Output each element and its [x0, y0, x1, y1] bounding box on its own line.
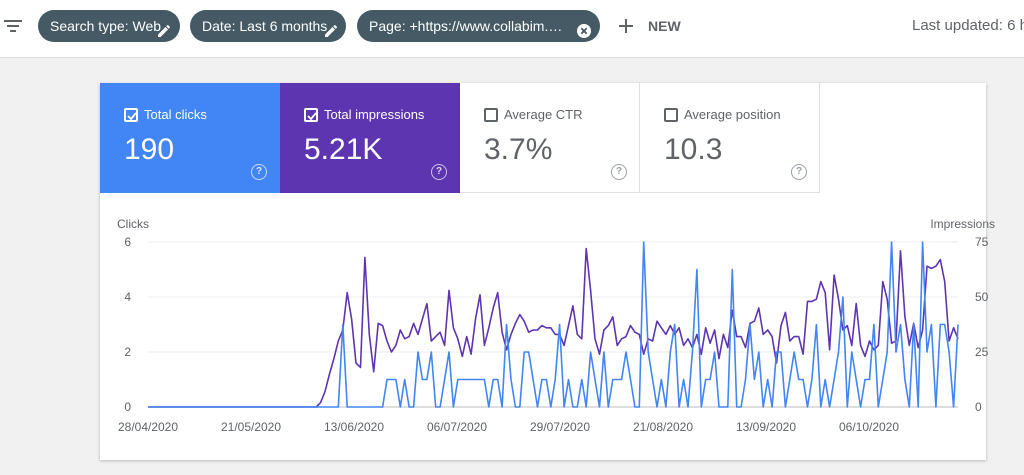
- metric-total-clicks[interactable]: Total clicks 190 ?: [100, 83, 280, 193]
- right-tick-label: 75: [975, 235, 989, 249]
- edit-pencil-icon[interactable]: [156, 18, 172, 37]
- x-tick-label: 13/06/2020: [324, 420, 384, 434]
- last-updated-text: Last updated: 6 h: [912, 17, 1024, 34]
- left-tick-label: 4: [124, 290, 131, 304]
- left-tick-label: 6: [124, 235, 131, 249]
- plus-icon: [619, 19, 633, 33]
- help-icon[interactable]: ?: [431, 164, 447, 180]
- metric-average-position[interactable]: Average position 10.3 ?: [640, 83, 820, 193]
- checkbox-unchecked-icon[interactable]: [484, 108, 498, 122]
- filter-list-icon[interactable]: [4, 17, 22, 35]
- filter-chip-page[interactable]: Page: +https://www.collabim.cz/...: [357, 10, 600, 42]
- metric-label: Average CTR: [504, 107, 583, 122]
- chip-label: Date: Last 6 months: [202, 18, 328, 34]
- left-tick-label: 0: [124, 400, 131, 414]
- left-axis-title: Clicks: [117, 217, 149, 231]
- right-tick-label: 25: [975, 345, 989, 359]
- remove-circle-icon[interactable]: [576, 18, 592, 38]
- x-tick-label: 13/09/2020: [736, 420, 796, 434]
- help-icon[interactable]: ?: [251, 164, 267, 180]
- checkbox-unchecked-icon[interactable]: [664, 108, 678, 122]
- metric-label: Total impressions: [324, 107, 425, 122]
- checkbox-checked-icon[interactable]: [304, 108, 318, 122]
- metric-value: 5.21K: [304, 133, 383, 166]
- x-tick-label: 21/05/2020: [221, 420, 281, 434]
- metric-value: 190: [124, 133, 175, 166]
- metric-value: 3.7%: [484, 133, 553, 166]
- x-tick-label: 06/07/2020: [427, 420, 487, 434]
- metric-value: 10.3: [664, 133, 723, 166]
- performance-chart: Clicks Impressions 0 2 4 6 0 25 50 75 28/04/2020 21…: [117, 217, 995, 434]
- x-tick-label: 29/07/2020: [530, 420, 590, 434]
- edit-pencil-icon[interactable]: [323, 18, 339, 37]
- chip-label: Search type: Web: [50, 18, 162, 34]
- x-tick-label: 21/08/2020: [633, 420, 693, 434]
- help-icon[interactable]: ?: [791, 164, 807, 180]
- metric-label: Total clicks: [144, 107, 207, 122]
- metric-average-ctr[interactable]: Average CTR 3.7% ?: [460, 83, 640, 193]
- x-tick-label: 06/10/2020: [839, 420, 899, 434]
- left-tick-label: 2: [124, 345, 131, 359]
- right-axis-title: Impressions: [930, 217, 995, 231]
- metric-label: Average position: [684, 107, 781, 122]
- help-icon[interactable]: ?: [611, 164, 627, 180]
- new-filter-label: NEW: [648, 18, 681, 34]
- chip-label: Page: +https://www.collabim.cz/...: [369, 18, 565, 34]
- checkbox-checked-icon[interactable]: [124, 108, 138, 122]
- performance-card: Total clicks 190 ? Total impressions 5.2…: [100, 83, 986, 460]
- filter-chip-date[interactable]: Date: Last 6 months: [190, 10, 346, 42]
- right-tick-label: 50: [975, 290, 989, 304]
- right-tick-label: 0: [975, 400, 982, 414]
- x-tick-label: 28/04/2020: [118, 420, 178, 434]
- filter-chip-search-type[interactable]: Search type: Web: [38, 10, 180, 42]
- impressions-series-line: [148, 247, 959, 408]
- filter-toolbar: Search type: Web Date: Last 6 months Pag…: [0, 0, 1024, 58]
- clicks-series-line: [148, 241, 959, 408]
- metric-total-impressions[interactable]: Total impressions 5.21K ?: [280, 83, 460, 193]
